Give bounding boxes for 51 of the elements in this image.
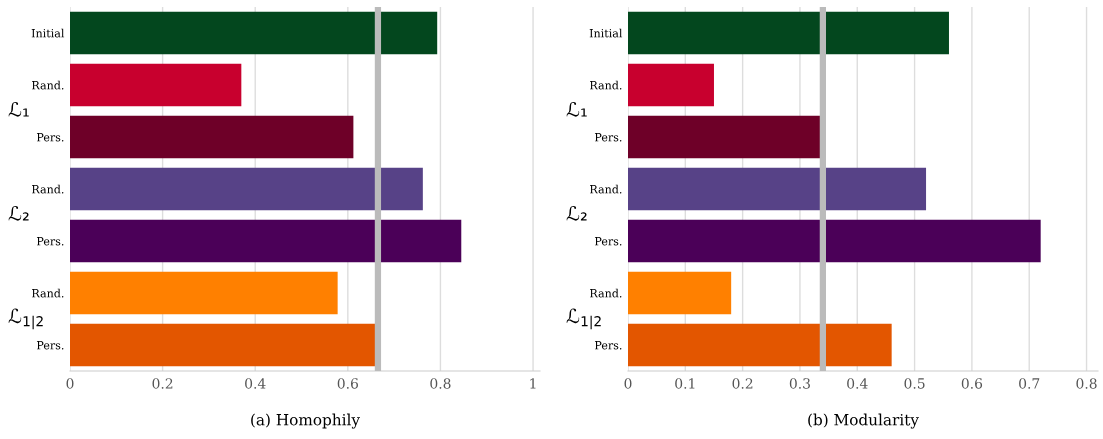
x-tick-label: 0.8 [430, 378, 451, 389]
y-tick-label: Rand. [32, 80, 64, 90]
bar [70, 271, 338, 315]
x-tick-label: 0 [66, 378, 74, 389]
bar [628, 11, 949, 55]
x-axis-title: (a) Homophily [251, 413, 361, 429]
x-tick-label: 0 [624, 378, 632, 389]
x-tick-label: 0.4 [245, 378, 266, 389]
y-tick-label: Rand. [32, 288, 64, 298]
x-tick-label: 0.5 [904, 378, 925, 389]
bar [628, 271, 732, 315]
text: ℒ$_{1|2}$ [8, 308, 43, 330]
bar [70, 115, 354, 159]
x-tick-label: 0.4 [847, 378, 868, 389]
y-tick-label: Initial [589, 28, 623, 38]
text: ℒ₂ [8, 205, 29, 221]
bar [628, 115, 822, 159]
bar [628, 219, 1041, 263]
x-tick-label: 0.8 [1076, 378, 1097, 389]
y-tick-label: Pers. [36, 133, 64, 142]
bar [70, 63, 242, 107]
y-tick-label: Rand. [590, 80, 622, 90]
y-tick-label: Pers. [594, 237, 622, 246]
y-tick-label: Pers. [594, 341, 622, 350]
y-tick-label: Pers. [594, 133, 622, 142]
bar [628, 323, 892, 367]
text: ℒ$_{1|2}$ [566, 308, 601, 330]
x-tick-label: 0.2 [152, 378, 173, 389]
y-tick-label: Initial [31, 28, 65, 38]
bar [70, 219, 462, 263]
x-tick-label: 0.7 [1019, 378, 1040, 389]
text: ℒ₁ [8, 101, 29, 117]
x-tick-label: 0.3 [789, 378, 810, 389]
x-axis-title: (b) Modularity [808, 413, 919, 429]
text: ℒ₁ [566, 101, 587, 117]
x-tick-label: 1 [530, 378, 536, 389]
y-tick-label: Rand. [590, 184, 622, 194]
x-tick-label: 0.6 [337, 378, 358, 389]
bar [70, 167, 423, 211]
y-tick-label: Rand. [590, 288, 622, 298]
bar [628, 167, 927, 211]
bar [70, 11, 438, 55]
x-tick-label: 0.2 [732, 378, 753, 389]
y-tick-label: Rand. [32, 184, 64, 194]
text: ℒ₂ [566, 205, 587, 221]
y-tick-label: Pers. [36, 341, 64, 350]
bar [70, 323, 377, 367]
y-tick-label: Pers. [36, 237, 64, 246]
bar [628, 63, 714, 107]
x-tick-label: 0.6 [961, 378, 983, 389]
x-tick-label: 0.1 [675, 378, 695, 389]
